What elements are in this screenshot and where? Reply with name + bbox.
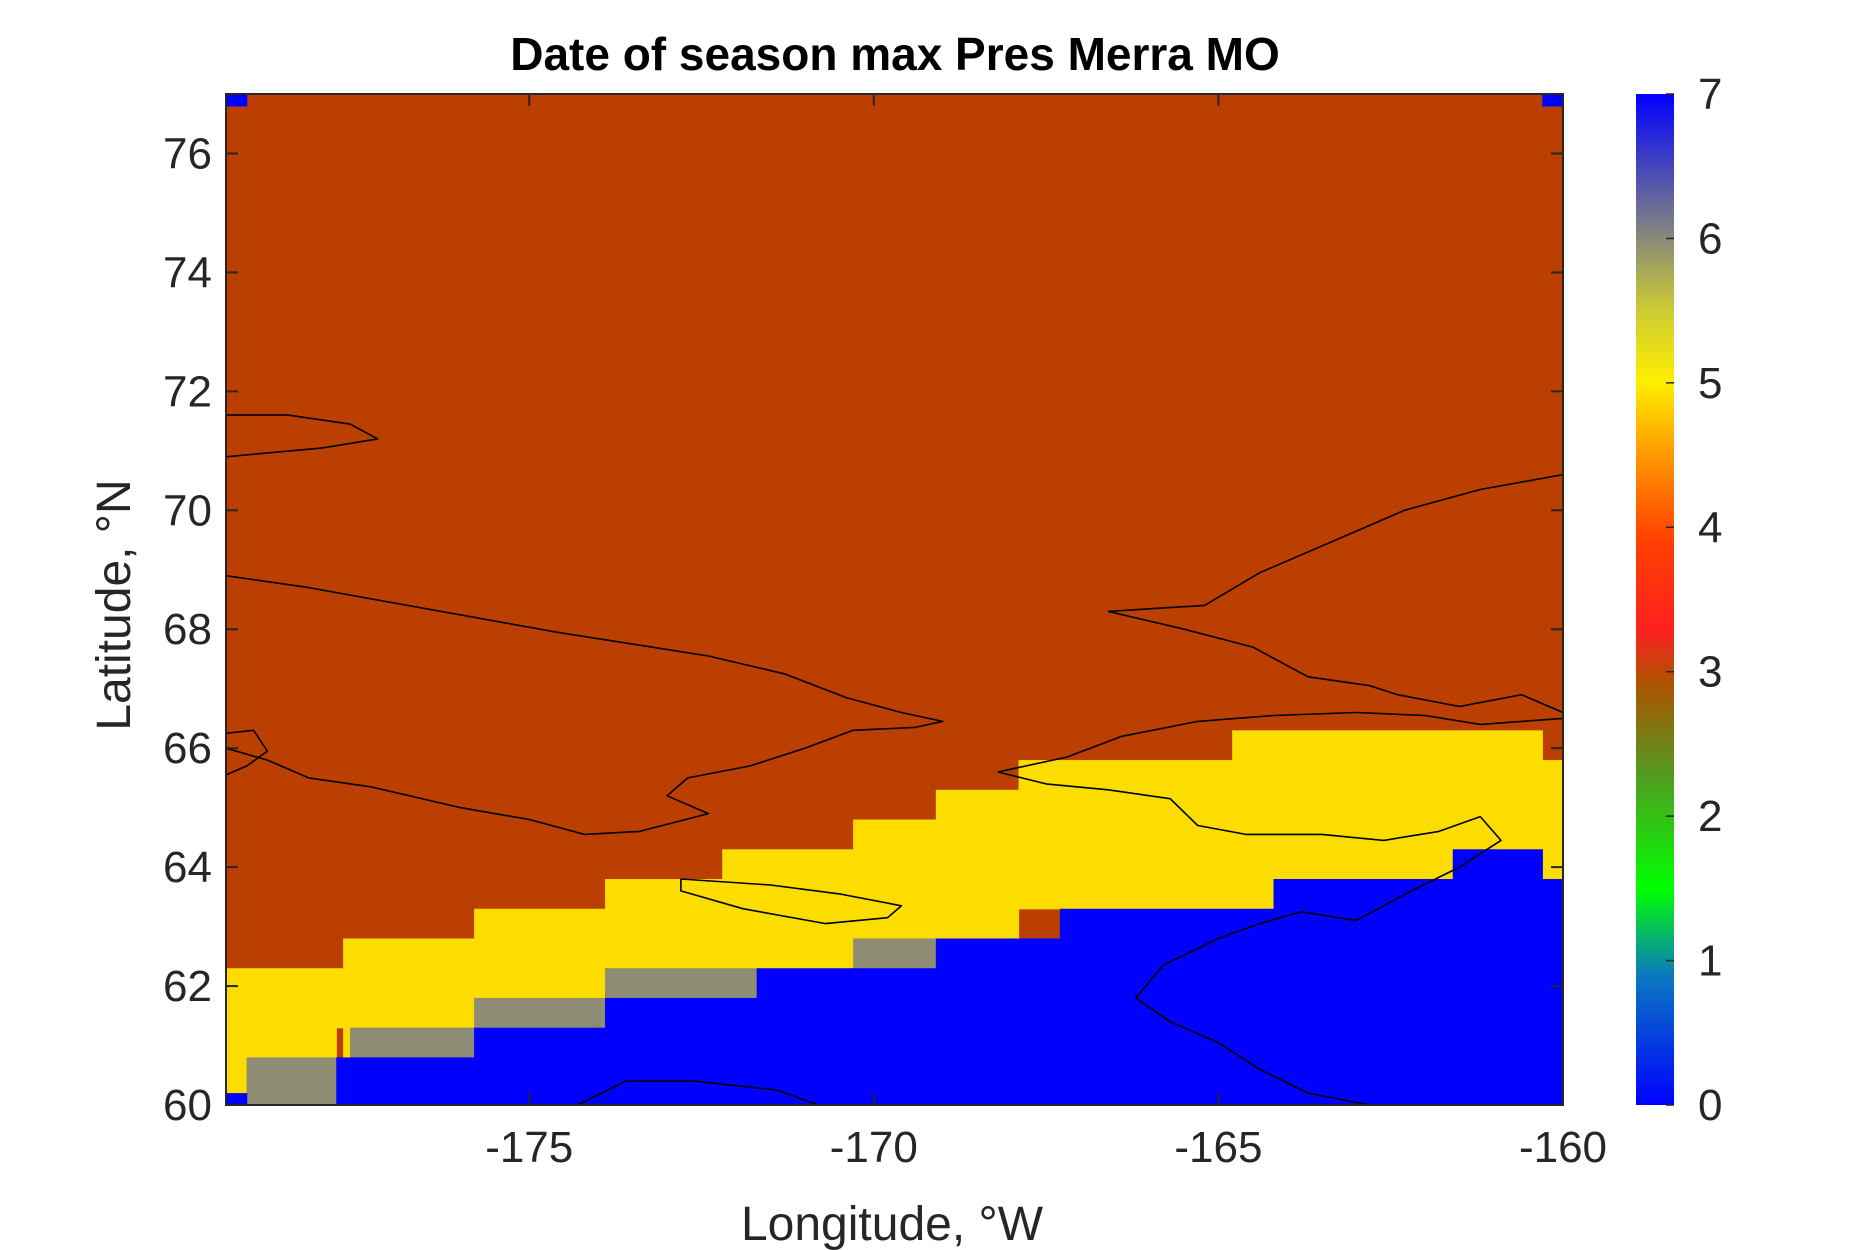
- colorbar-tick-label: 0: [1698, 1081, 1722, 1130]
- coastline: [1107, 610, 1564, 714]
- heatmap-cell-7: [226, 1093, 248, 1106]
- y-tick-label: 74: [163, 248, 212, 297]
- y-tick-label: 62: [163, 962, 212, 1011]
- y-tick-label: 66: [163, 724, 212, 773]
- heatmap-cell-6: [350, 1027, 475, 1059]
- colorbar-tick-label: 4: [1698, 503, 1722, 552]
- heatmap-cell-7: [1542, 879, 1564, 1106]
- coastline: [577, 1080, 819, 1106]
- heatmap-cell-5: [1542, 760, 1564, 880]
- heatmap-cell-5: [1452, 730, 1543, 850]
- x-tick-label: -165: [1174, 1123, 1262, 1172]
- coastline: [225, 414, 379, 458]
- heatmap-cell-5: [1059, 760, 1233, 910]
- heatmap-cell-5: [935, 789, 1020, 940]
- heatmap-cell-5: [853, 819, 937, 940]
- heatmap-cell-7: [1452, 849, 1543, 1106]
- coastline: [225, 574, 944, 836]
- heatmap-cell-7: [605, 997, 703, 1106]
- y-tick-label: 64: [163, 843, 212, 892]
- coastline: [225, 729, 269, 776]
- heatmap-cell-7: [756, 968, 854, 1106]
- heatmap-cell-6: [853, 938, 937, 969]
- axis-ticks: -175 -170 -165 -160 60 62 64 66 68 70 72 74 76: [163, 94, 1607, 1172]
- heatmap-cell-7: [1273, 879, 1454, 1106]
- coastline: [680, 878, 903, 925]
- plot-frame: [225, 93, 1564, 1106]
- heatmap-cell-7: [1542, 94, 1564, 107]
- x-axis-label: Longitude, °W: [741, 1198, 1044, 1250]
- y-tick-label: 60: [163, 1081, 212, 1130]
- heatmap-cell-7: [336, 1057, 475, 1106]
- coastline: [1108, 473, 1564, 613]
- heatmap-cell-5: [336, 968, 344, 1029]
- coastline: [997, 771, 1502, 1106]
- heatmap-cell-6: [605, 968, 758, 999]
- colorbar-tick-label: 5: [1698, 359, 1722, 408]
- heatmap-cell-6: [246, 1057, 337, 1106]
- heatmap-cell-7: [853, 968, 937, 1106]
- colorbar-tick-label: 3: [1698, 648, 1722, 697]
- y-tick-label: 76: [163, 129, 212, 178]
- chart-title: Date of season max Pres Merra MO: [510, 28, 1280, 80]
- heatmap-cell-6: [474, 997, 606, 1029]
- colorbar-tick-label: 7: [1698, 70, 1722, 119]
- map-plot-area: [226, 94, 1564, 1106]
- heatmap-cell-7: [935, 938, 1061, 1106]
- colorbar-tick-label: 6: [1698, 214, 1722, 263]
- x-tick-label: -160: [1519, 1123, 1607, 1172]
- x-tick-label: -170: [830, 1123, 918, 1172]
- coastline: [997, 711, 1564, 773]
- colorbar-tick-label: 1: [1698, 937, 1722, 986]
- x-tick-label: -175: [485, 1123, 573, 1172]
- colorbar-tick-label: 2: [1698, 792, 1722, 841]
- heatmap-cell-7: [701, 997, 758, 1106]
- y-tick-label: 72: [163, 367, 212, 416]
- heatmap-cell-7: [1059, 908, 1275, 1106]
- colorbar: [1636, 94, 1674, 1105]
- heatmap-cell-5: [1273, 730, 1454, 880]
- colorbar-ticks: 0 1 2 3 4 5 6 7: [1666, 70, 1722, 1130]
- y-tick-label: 70: [163, 486, 212, 535]
- y-axis-label: Latitude, °N: [88, 479, 141, 730]
- y-tick-label: 68: [163, 605, 212, 654]
- heatmap-cell-5: [1232, 730, 1275, 910]
- heatmap-cell-7: [474, 1027, 606, 1106]
- coastlines: [225, 414, 1564, 1106]
- heatmap-cell-7: [226, 94, 248, 107]
